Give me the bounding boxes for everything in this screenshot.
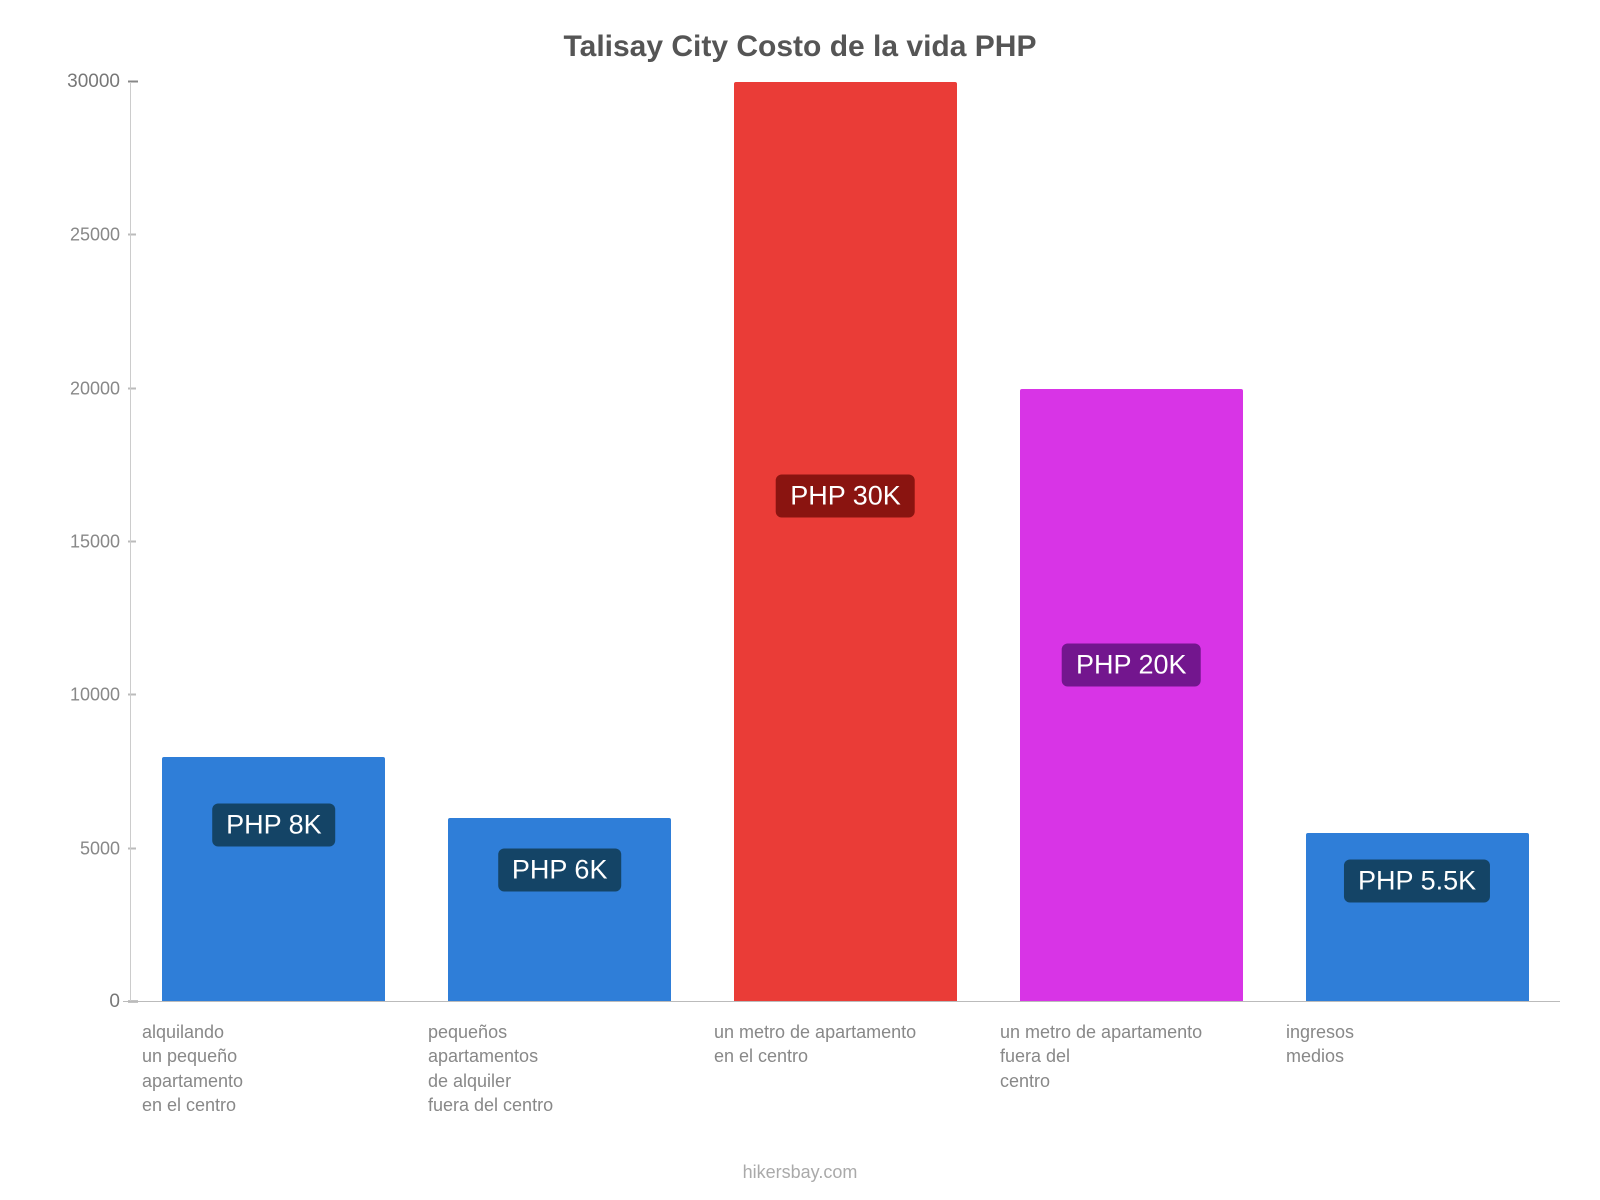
bar: PHP 8K bbox=[162, 757, 385, 1002]
x-slot: alquilandoun pequeñoapartamentoen el cen… bbox=[130, 1012, 416, 1117]
bar-slot: PHP 8K bbox=[131, 82, 417, 1002]
x-slot: pequeñosapartamentosde alquilerfuera del… bbox=[416, 1012, 702, 1117]
x-slot: un metro de apartamentoen el centro bbox=[702, 1012, 988, 1117]
x-axis: alquilandoun pequeñoapartamentoen el cen… bbox=[40, 1012, 1560, 1117]
x-slot: ingresosmedios bbox=[1274, 1012, 1560, 1117]
x-category-label: alquilandoun pequeñoapartamentoen el cen… bbox=[142, 1020, 362, 1117]
bar-value-label: PHP 8K bbox=[212, 804, 336, 847]
bar-slot: PHP 20K bbox=[988, 82, 1274, 1002]
bar: PHP 5.5K bbox=[1306, 833, 1529, 1002]
y-tick-label: 15000 bbox=[40, 532, 120, 553]
plot: PHP 8K PHP 6K PHP 30K PHP 20K PHP 5.5K bbox=[130, 82, 1560, 1002]
y-axis: 050001000015000200002500030000 bbox=[40, 82, 130, 1002]
y-tick-label: 10000 bbox=[40, 685, 120, 706]
y-tick-label: 20000 bbox=[40, 378, 120, 399]
x-category-label: ingresosmedios bbox=[1286, 1020, 1506, 1069]
x-slot: un metro de apartamentofuera delcentro bbox=[988, 1012, 1274, 1117]
bar: PHP 6K bbox=[448, 818, 671, 1002]
bar-value-label: PHP 20K bbox=[1062, 643, 1201, 686]
y-tick-label: 5000 bbox=[40, 838, 120, 859]
chart-title: Talisay City Costo de la vida PHP bbox=[40, 30, 1560, 64]
chart-credit: hikersbay.com bbox=[40, 1162, 1560, 1183]
y-tick-label: 0 bbox=[40, 991, 120, 1013]
cost-of-living-chart: Talisay City Costo de la vida PHP 0 5000 1… bbox=[0, 0, 1600, 1200]
bar-slot: PHP 30K bbox=[703, 82, 989, 1002]
y-tick-label: 25000 bbox=[40, 225, 120, 246]
bar-value-label: PHP 30K bbox=[776, 475, 915, 518]
bar: PHP 30K bbox=[734, 82, 957, 1002]
bar-value-label: PHP 5.5K bbox=[1344, 859, 1490, 902]
x-category-label: un metro de apartamentoen el centro bbox=[714, 1020, 934, 1069]
bar-value-label: PHP 6K bbox=[498, 848, 622, 891]
x-category-label: pequeñosapartamentosde alquilerfuera del… bbox=[428, 1020, 648, 1117]
bar: PHP 20K bbox=[1020, 389, 1243, 1002]
plot-area: 050001000015000200002500030000 PHP 8KPHP… bbox=[40, 82, 1560, 1002]
x-baseline bbox=[123, 1001, 1560, 1002]
y-tick-label: 30000 bbox=[40, 71, 120, 93]
bars-container: PHP 8K PHP 6K PHP 30K PHP 20K PHP 5.5K bbox=[131, 82, 1560, 1002]
bar-slot: PHP 6K bbox=[417, 82, 703, 1002]
bar-slot: PHP 5.5K bbox=[1274, 82, 1560, 1002]
x-category-label: un metro de apartamentofuera delcentro bbox=[1000, 1020, 1220, 1093]
